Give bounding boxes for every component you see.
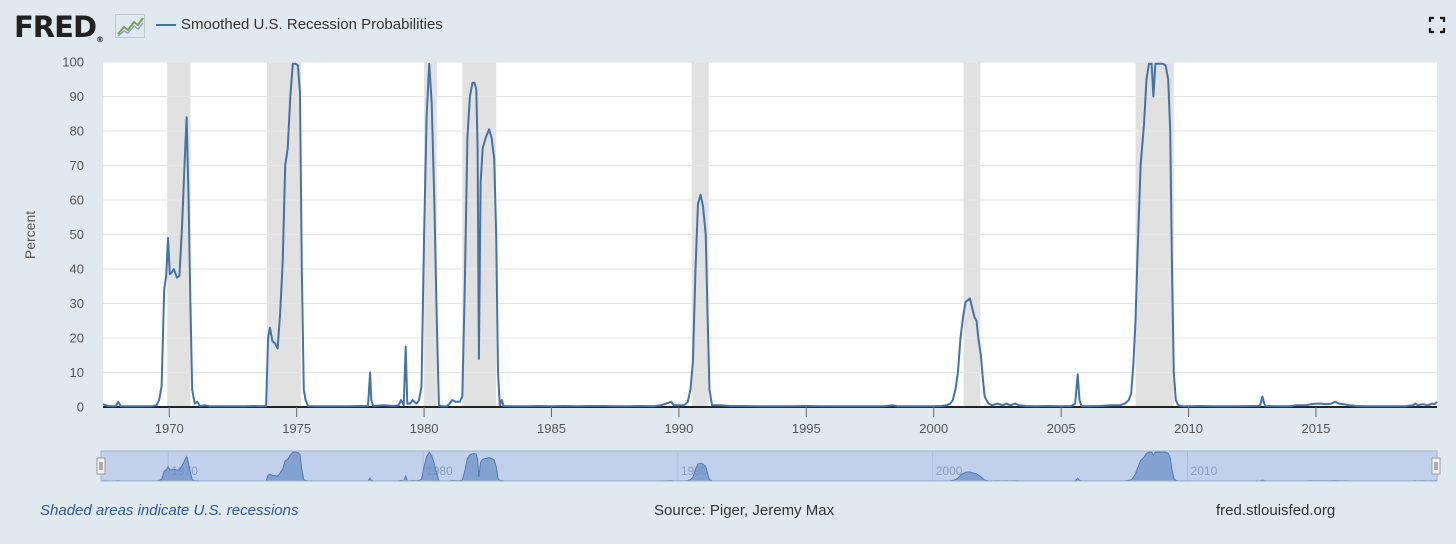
source-text: Source: Piger, Jeremy Max xyxy=(654,502,835,519)
legend-line-swatch xyxy=(156,24,176,26)
fred-logo-text: FRED xyxy=(14,10,97,44)
y-axis-label: Percent xyxy=(22,211,38,259)
x-tick-label: 2000 xyxy=(919,421,948,436)
y-tick-label: 30 xyxy=(70,296,84,311)
x-tick-label: 1970 xyxy=(155,421,184,436)
x-tick-label: 1990 xyxy=(664,421,693,436)
y-tick-label: 90 xyxy=(70,89,84,104)
x-tick-label: 2010 xyxy=(1174,421,1203,436)
series-line xyxy=(102,62,1438,408)
navigator-selection[interactable] xyxy=(100,450,1438,482)
navigator-label: 2010 xyxy=(1191,464,1218,478)
y-tick-label: 40 xyxy=(70,262,84,277)
y-tick-label: 10 xyxy=(70,365,84,380)
chart-header: FRED® Smoothed U.S. Recession Probabilit… xyxy=(0,0,1456,52)
y-tick-label: 50 xyxy=(70,227,84,242)
x-tick-label: 2015 xyxy=(1301,421,1330,436)
x-axis-ticks: 1970 1975 1980 1985 1990 1995 2000 2005 2010 2015 xyxy=(155,407,1330,436)
x-tick-label: 1975 xyxy=(282,421,311,436)
fred-logo[interactable]: FRED® xyxy=(14,10,104,44)
y-tick-label: 60 xyxy=(70,193,84,208)
range-navigator[interactable]: 19701980199020002010 xyxy=(96,450,1441,482)
series-layer xyxy=(102,62,1438,408)
site-link[interactable]: fred.stlouisfed.org xyxy=(1216,502,1336,519)
y-tick-label: 0 xyxy=(77,400,84,415)
y-tick-label: 20 xyxy=(70,331,84,346)
x-tick-label: 2005 xyxy=(1047,421,1076,436)
y-tick-label: 80 xyxy=(70,124,84,139)
fred-logo-mark: ® xyxy=(96,35,104,44)
x-tick-label: 1995 xyxy=(792,421,821,436)
fullscreen-icon[interactable] xyxy=(1428,16,1446,34)
recession-note[interactable]: Shaded areas indicate U.S. recessions xyxy=(40,502,299,519)
y-tick-label: 100 xyxy=(62,55,84,70)
y-tick-label: 70 xyxy=(70,158,84,173)
navigator-label: 2000 xyxy=(936,464,963,478)
navigator-series-area xyxy=(102,451,1438,482)
y-axis-ticks: 0 10 20 30 40 50 60 70 80 90 100 xyxy=(62,55,84,415)
x-tick-label: 1985 xyxy=(537,421,566,436)
fred-graph-icon xyxy=(115,14,145,38)
x-tick-label: 1980 xyxy=(410,421,439,436)
series-title: Smoothed U.S. Recession Probabilities xyxy=(181,16,443,33)
navigator-left-handle[interactable] xyxy=(96,457,106,475)
navigator-right-handle[interactable] xyxy=(1431,457,1441,475)
